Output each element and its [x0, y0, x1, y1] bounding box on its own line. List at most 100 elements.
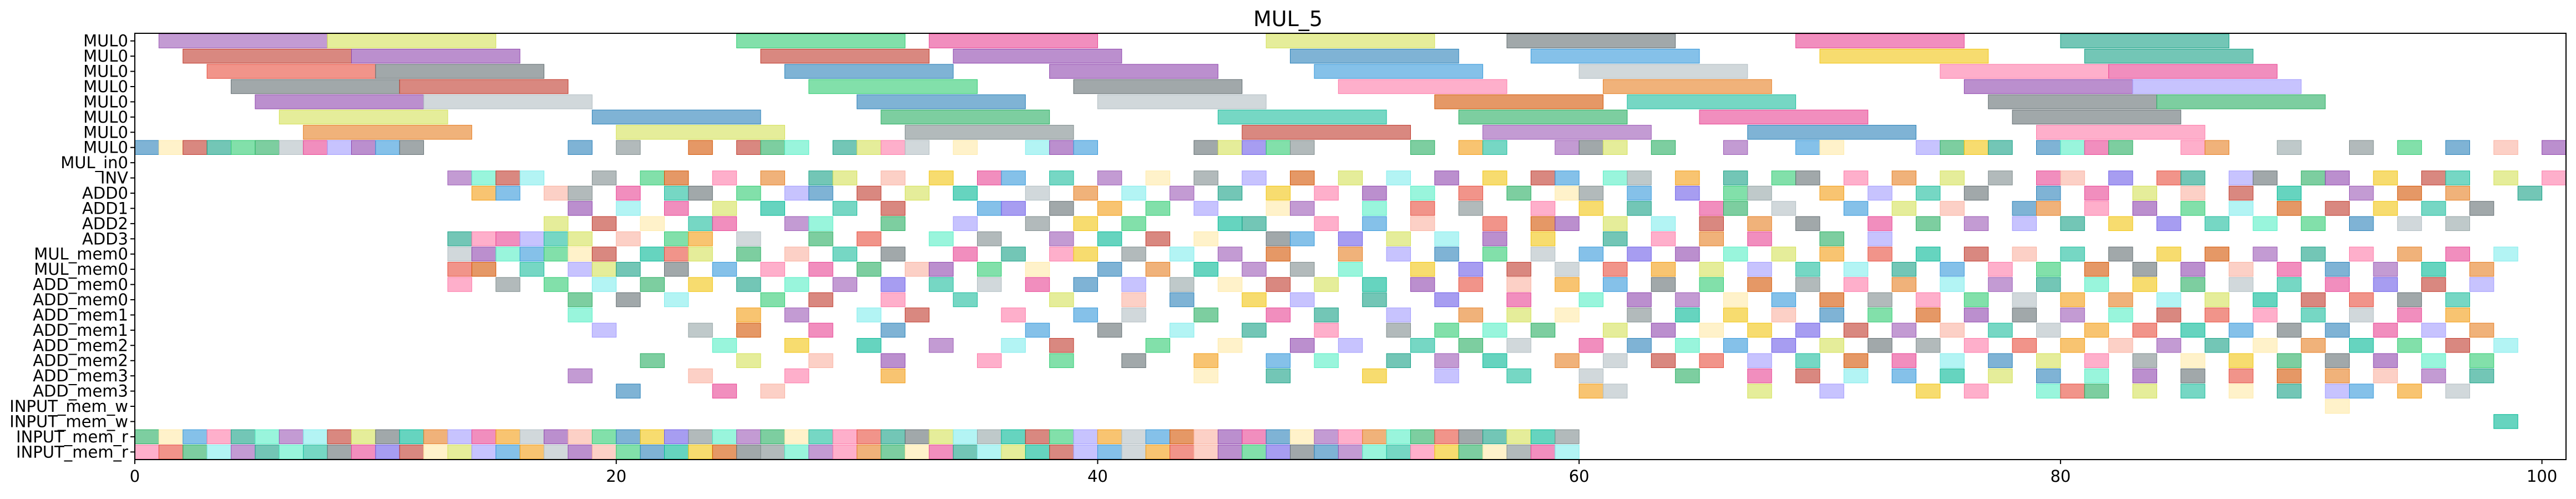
gantt-bar	[1771, 201, 1796, 216]
gantt-bar	[519, 170, 545, 185]
gantt-bar	[134, 429, 159, 445]
gantt-bar	[1482, 322, 1507, 338]
gantt-bar	[1843, 277, 1869, 292]
gantt-bar	[2445, 384, 2470, 399]
gantt-bar	[1458, 338, 1484, 353]
gantt-bar	[1963, 338, 1989, 353]
gantt-bar	[1170, 185, 1195, 201]
gantt-bar	[1699, 109, 1869, 125]
gantt-bar	[2180, 170, 2205, 185]
gantt-bar	[2229, 322, 2254, 338]
gantt-bar	[1049, 231, 1074, 246]
gantt-bar	[1338, 338, 1363, 353]
gantt-bar	[953, 246, 978, 261]
gantt-bar	[2469, 277, 2494, 292]
gantt-bar	[2349, 140, 2374, 155]
gantt-bar	[880, 322, 905, 338]
gantt-bar	[1795, 322, 1820, 338]
gantt-bar	[2373, 353, 2398, 368]
y-tick-label: INV	[100, 169, 128, 188]
gantt-bar	[2060, 246, 2085, 261]
gantt-bar	[2397, 292, 2422, 308]
gantt-bar	[1530, 201, 1556, 216]
gantt-bar	[231, 140, 256, 155]
gantt-bar	[495, 231, 520, 246]
gantt-bar	[1362, 216, 1387, 231]
gantt-bar	[1121, 277, 1146, 292]
gantt-bar	[977, 231, 1002, 246]
gantt-bar	[2012, 201, 2037, 216]
gantt-bar	[1362, 368, 1387, 384]
gantt-bar	[2108, 292, 2133, 308]
gantt-bar	[134, 140, 159, 155]
axes-frame	[134, 33, 2567, 460]
gantt-bar	[1963, 384, 1989, 399]
gantt-bar	[640, 445, 665, 460]
gantt-bar	[2156, 292, 2182, 308]
gantt-bar	[2445, 308, 2470, 322]
gantt-bar	[1170, 322, 1195, 338]
gantt-bar	[2397, 140, 2422, 155]
gantt-bar	[1963, 216, 1989, 231]
gantt-bar	[1025, 429, 1050, 445]
gantt-bar	[1603, 353, 1628, 368]
gantt-bar	[904, 140, 930, 155]
gantt-bar	[1578, 368, 1604, 384]
gantt-bar	[1338, 246, 1363, 261]
gantt-bar	[568, 429, 593, 445]
gantt-bar	[640, 429, 665, 445]
gantt-bar	[351, 48, 520, 64]
gantt-bar	[1049, 353, 1074, 368]
gantt-bar	[568, 231, 593, 246]
gantt-bar	[1843, 322, 1869, 338]
gantt-bar	[2012, 308, 2037, 322]
y-tick-label: MUL0	[83, 108, 128, 127]
gantt-bar	[1482, 445, 1507, 460]
gantt-bar	[664, 445, 689, 460]
gantt-bar	[2060, 308, 2085, 322]
gantt-bar	[2397, 384, 2422, 399]
gantt-bar	[1675, 338, 1700, 353]
gantt-bar	[1555, 353, 1580, 368]
gantt-bar	[2445, 246, 2470, 261]
x-tick-label: 60	[1569, 467, 1590, 486]
gantt-bar	[1266, 277, 1291, 292]
gantt-bar	[1627, 185, 1652, 201]
gantt-bar	[2253, 308, 2278, 322]
gantt-bar	[279, 445, 304, 460]
gantt-bar	[1097, 445, 1122, 460]
gantt-bar	[2108, 170, 2133, 185]
gantt-bar	[1578, 246, 1604, 261]
gantt-bar	[1386, 246, 1411, 261]
gantt-bar	[303, 125, 472, 140]
gantt-bar	[2012, 338, 2037, 353]
gantt-bar	[1001, 170, 1026, 185]
gantt-bar	[1338, 429, 1363, 445]
gantt-bar	[2276, 277, 2302, 292]
gantt-bar	[1049, 64, 1218, 79]
gantt-bar	[640, 277, 665, 292]
gantt-bar	[471, 261, 497, 277]
gantt-bar	[568, 185, 593, 201]
gantt-bar	[664, 185, 689, 201]
gantt-bar	[1049, 292, 1074, 308]
gantt-bar	[832, 140, 858, 155]
gantt-bar	[1940, 140, 1965, 155]
gantt-bar	[1868, 185, 1892, 201]
gantt-bar	[1506, 292, 1531, 308]
gantt-bar	[832, 170, 858, 185]
gantt-bar	[712, 338, 737, 353]
gantt-bar	[1410, 185, 1435, 201]
gantt-bar	[1578, 140, 1604, 155]
gantt-bar	[591, 277, 617, 292]
gantt-bar	[447, 429, 472, 445]
gantt-bar	[2325, 368, 2350, 384]
gantt-bar	[2253, 170, 2278, 185]
gantt-bar	[206, 140, 232, 155]
gantt-bar	[736, 140, 761, 155]
gantt-bar	[640, 353, 665, 368]
gantt-bar	[977, 277, 1002, 292]
gantt-bar	[808, 353, 833, 368]
gantt-bar	[2229, 277, 2254, 292]
gantt-bar	[688, 445, 713, 460]
